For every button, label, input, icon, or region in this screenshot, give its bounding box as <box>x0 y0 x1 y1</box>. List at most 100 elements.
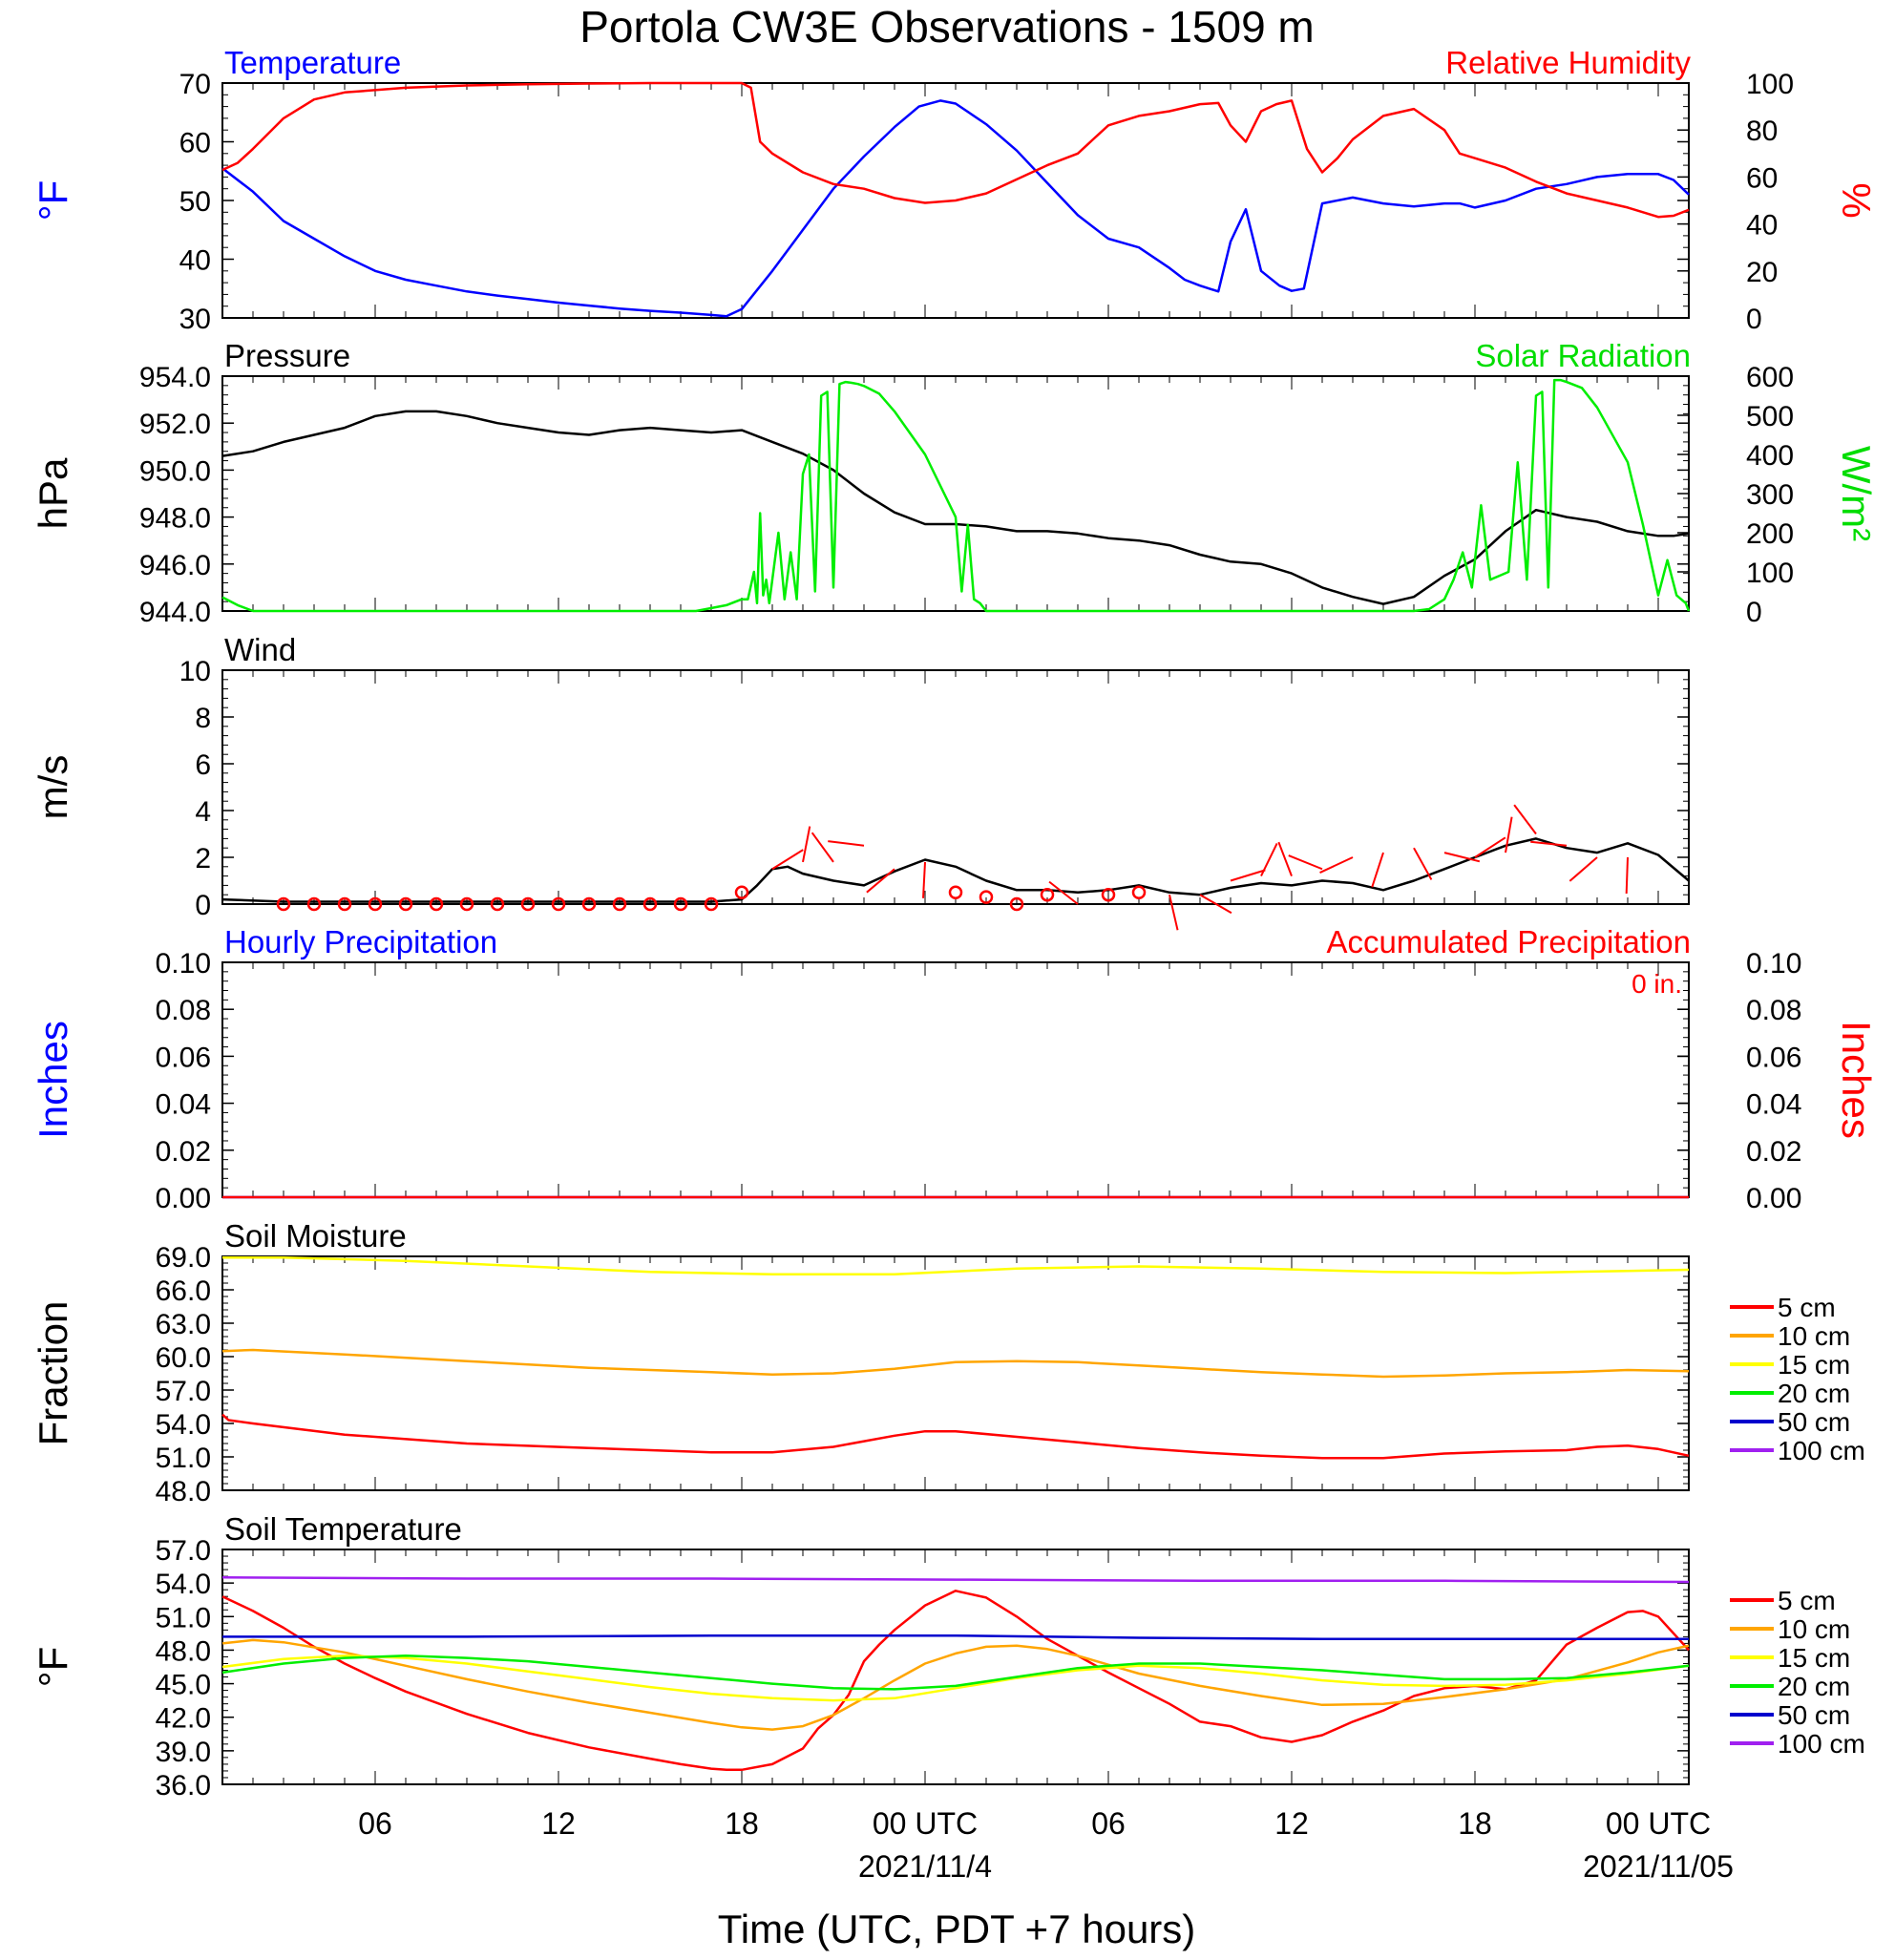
left-tick-label: 57.0 <box>156 1535 211 1567</box>
left-tick-label: 30 <box>179 304 211 335</box>
panel-title-left: Temperature <box>224 45 401 80</box>
wind-barb <box>1505 816 1513 854</box>
right-tick-label: 100 <box>1746 69 1794 100</box>
wind-barb <box>1513 804 1537 835</box>
wind-barb <box>1199 894 1232 915</box>
left-tick-label: 36.0 <box>156 1770 211 1802</box>
wind-barb <box>1569 856 1598 882</box>
y-axis-label-left: °F <box>31 1647 75 1687</box>
accumulated-total: 0 in. <box>1632 969 1682 999</box>
date-label: 2021/11/4 <box>858 1849 992 1884</box>
wind-calm-marker <box>704 896 719 912</box>
right-tick-label: 0.06 <box>1746 1042 1801 1073</box>
right-tick-label: 20 <box>1746 257 1778 288</box>
left-tick-label: 944.0 <box>139 597 211 628</box>
time-tick-label: 18 <box>725 1806 759 1841</box>
wind-calm-marker <box>734 885 749 899</box>
left-tick-label: 51.0 <box>156 1602 211 1633</box>
panel-2: 0 2 4 6 8 10 Wind m/s <box>31 632 1690 931</box>
y-axis-label-left: °F <box>31 180 75 221</box>
wind-calm-marker <box>398 896 413 912</box>
left-tick-label: 946.0 <box>139 550 211 581</box>
right-tick-label: 300 <box>1746 479 1794 511</box>
left-tick-label: 39.0 <box>156 1737 211 1768</box>
left-tick-label: 40 <box>179 245 211 277</box>
right-tick-label: 0.08 <box>1746 995 1801 1026</box>
left-tick-label: 0.00 <box>156 1183 211 1214</box>
panel-4: 48.051.054.057.060.063.066.069.0 Soil Moi… <box>31 1218 1690 1507</box>
wind-barb <box>1169 894 1179 931</box>
wind-calm-marker <box>306 896 322 912</box>
time-tick-label: 06 <box>358 1806 392 1841</box>
time-tick-label: 00 UTC <box>873 1806 978 1841</box>
left-tick-label: 8 <box>195 703 211 734</box>
plot-frame <box>221 1549 1690 1785</box>
left-tick-label: 952.0 <box>139 409 211 440</box>
left-tick-label: 60.0 <box>156 1342 211 1374</box>
legend-label: 5 cm <box>1778 1293 1836 1322</box>
time-axis-label: Time (UTC, PDT +7 hours) <box>718 1907 1196 1951</box>
panel-title-left: Soil Temperature <box>224 1511 462 1547</box>
legend-label: 15 cm <box>1778 1643 1850 1673</box>
series-line-50-cm <box>222 1633 1689 1640</box>
series-line-10-cm <box>221 1638 1690 1731</box>
right-tick-label: 200 <box>1746 518 1794 550</box>
legend-label: 20 cm <box>1778 1379 1850 1408</box>
panel-title-left: Soil Moisture <box>224 1218 407 1254</box>
left-tick-label: 10 <box>179 656 211 687</box>
right-tick-label: 60 <box>1746 162 1778 194</box>
legend-label: 50 cm <box>1778 1700 1850 1730</box>
panel-1: 944.0 946.0 948.0 950.0 952.0 954.0 0 100 200 300… <box>31 338 1879 628</box>
series-line-20-cm <box>221 1654 1690 1691</box>
wind-barb <box>1625 856 1629 895</box>
right-tick-label: 0 <box>1746 304 1762 335</box>
right-tick-label: 80 <box>1746 116 1778 147</box>
y-axis-label-right: % <box>1834 182 1879 218</box>
legend-label: 15 cm <box>1778 1350 1850 1380</box>
wind-calm-marker <box>520 896 536 912</box>
left-tick-label: 63.0 <box>156 1309 211 1340</box>
wind-calm-marker <box>459 896 474 912</box>
left-tick-label: 48.0 <box>156 1476 211 1507</box>
panel-title-left: Pressure <box>224 338 350 373</box>
left-tick-label: 948.0 <box>139 503 211 535</box>
wind-barb <box>1260 843 1278 877</box>
left-tick-label: 6 <box>195 749 211 781</box>
left-tick-label: 954.0 <box>139 362 211 393</box>
legend-label: 50 cm <box>1778 1407 1850 1437</box>
time-tick-label: 12 <box>1274 1806 1309 1841</box>
series-line-temperature <box>221 99 1690 318</box>
wind-calm-marker <box>642 896 658 912</box>
wind-calm-marker <box>337 896 352 912</box>
series-line-wind <box>221 837 1690 903</box>
left-tick-label: 42.0 <box>156 1703 211 1735</box>
panel-5: 36.039.042.045.048.051.054.057.0 Soil Tem… <box>31 1511 1690 1802</box>
y-axis-label-left: Fraction <box>31 1301 75 1446</box>
right-tick-label: 600 <box>1746 362 1794 393</box>
wind-barb <box>1371 852 1384 888</box>
wind-barb <box>811 832 834 863</box>
panel-title-left: Hourly Precipitation <box>224 924 497 959</box>
wind-calm-marker <box>612 896 627 912</box>
legend-label: 100 cm <box>1778 1729 1865 1759</box>
left-tick-label: 950.0 <box>139 455 211 487</box>
series-line-solar-radiation <box>221 378 1691 613</box>
time-tick-label: 06 <box>1091 1806 1126 1841</box>
wind-calm-marker <box>551 896 566 912</box>
wind-barb <box>1474 836 1506 858</box>
wind-calm-marker <box>1009 896 1024 912</box>
left-tick-label: 0.10 <box>156 948 211 980</box>
wind-barb <box>1413 847 1433 880</box>
wind-calm-marker <box>948 885 963 899</box>
wind-calm-marker <box>1131 885 1147 899</box>
wind-barb <box>1288 854 1323 871</box>
series-line-5-cm <box>221 1413 1690 1460</box>
legend-label: 5 cm <box>1778 1586 1836 1615</box>
wind-barb <box>1319 856 1354 874</box>
left-tick-label: 0.02 <box>156 1136 211 1168</box>
wind-barb <box>1048 880 1079 905</box>
panel-3: 0.00 0.02 0.04 0.06 0.08 0.10 0.00 0.02 0.04 0.06… <box>31 924 1879 1214</box>
